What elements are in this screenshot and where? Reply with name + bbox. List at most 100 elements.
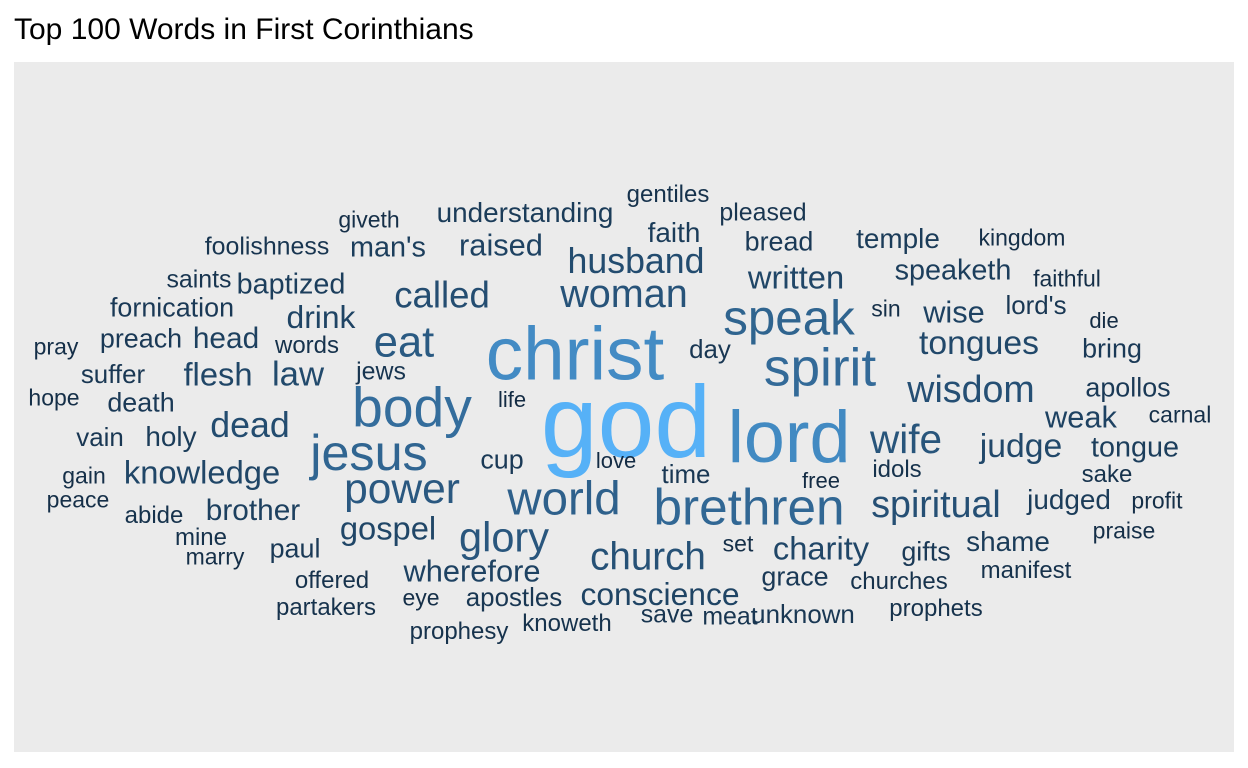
word-written: written bbox=[747, 258, 845, 296]
word-body: body bbox=[352, 376, 472, 439]
word-eat: eat bbox=[373, 318, 435, 367]
word-wisdom: wisdom bbox=[907, 368, 1035, 411]
word-knoweth: knoweth bbox=[522, 610, 612, 637]
word-kingdom: kingdom bbox=[978, 224, 1066, 251]
word-profit: profit bbox=[1131, 487, 1183, 514]
word-judge: judge bbox=[979, 427, 1063, 466]
word-apollos: apollos bbox=[1085, 372, 1171, 403]
word-partakers: partakers bbox=[275, 594, 377, 621]
word-churches: churches bbox=[850, 568, 948, 595]
word-mine: mine bbox=[174, 524, 228, 551]
word-hope: hope bbox=[28, 384, 80, 411]
word-meat: meat bbox=[702, 602, 758, 631]
word-gospel: gospel bbox=[339, 509, 437, 547]
word-die: die bbox=[1089, 308, 1119, 333]
word-paul: paul bbox=[269, 533, 321, 564]
word-head: head bbox=[192, 322, 260, 356]
word-prophesy: prophesy bbox=[409, 618, 509, 645]
word-brother: brother bbox=[205, 494, 301, 528]
word-brethren: brethren bbox=[653, 478, 845, 536]
word-church: church bbox=[590, 535, 706, 579]
word-save: save bbox=[640, 600, 694, 629]
word-love: love bbox=[595, 448, 637, 473]
word-vain: vain bbox=[76, 424, 124, 453]
chart-title: Top 100 Words in First Corinthians bbox=[14, 13, 474, 46]
word-offered: offered bbox=[294, 567, 370, 594]
word-law: law bbox=[271, 355, 325, 394]
word-faithful: faithful bbox=[1033, 265, 1101, 292]
word-foolishness: foolishness bbox=[204, 232, 330, 261]
word-unknown: unknown bbox=[751, 601, 855, 630]
word-gain: gain bbox=[62, 462, 106, 489]
word-time: time bbox=[661, 461, 711, 490]
word-judged: judged bbox=[1027, 484, 1111, 516]
word-wherefore: wherefore bbox=[403, 553, 541, 589]
word-woman: woman bbox=[560, 272, 688, 317]
word-baptized: baptized bbox=[236, 268, 346, 301]
word-preach: preach bbox=[99, 323, 183, 354]
word-faith: faith bbox=[647, 217, 701, 249]
word-tongues: tongues bbox=[919, 324, 1039, 363]
word-day: day bbox=[689, 336, 731, 365]
word-tongue: tongue bbox=[1090, 431, 1180, 464]
word-life: life bbox=[497, 387, 527, 412]
word-shame: shame bbox=[966, 526, 1050, 558]
word-husband: husband bbox=[567, 241, 705, 282]
word-speak: speak bbox=[723, 290, 855, 346]
word-gentiles: gentiles bbox=[626, 181, 710, 208]
word-free: free bbox=[802, 468, 840, 493]
word-mans: man's bbox=[350, 231, 426, 264]
word-drink: drink bbox=[286, 299, 356, 336]
word-sin: sin bbox=[871, 295, 901, 322]
word-marry: marry bbox=[185, 543, 245, 570]
word-called: called bbox=[394, 274, 490, 316]
word-eye: eye bbox=[402, 584, 440, 611]
word-conscience: conscience bbox=[580, 576, 740, 613]
word-god: god bbox=[540, 365, 712, 479]
word-gifts: gifts bbox=[901, 536, 951, 567]
word-lord: lord bbox=[727, 395, 851, 479]
word-sake: sake bbox=[1081, 461, 1133, 488]
word-suffer: suffer bbox=[80, 361, 146, 390]
word-temple: temple bbox=[856, 223, 940, 255]
word-jews: jews bbox=[356, 357, 406, 386]
word-flesh: flesh bbox=[183, 355, 253, 393]
word-words: words bbox=[274, 332, 340, 359]
word-abide: abide bbox=[124, 502, 184, 529]
word-set: set bbox=[722, 530, 754, 557]
word-spirit: spirit bbox=[763, 338, 877, 398]
word-fornication: fornication bbox=[109, 292, 235, 323]
word-power: power bbox=[344, 465, 460, 513]
word-pray: pray bbox=[33, 333, 79, 360]
word-pleased: pleased bbox=[719, 198, 807, 227]
word-peace: peace bbox=[46, 486, 110, 513]
word-speaketh: speaketh bbox=[894, 254, 1012, 287]
word-spiritual: spiritual bbox=[871, 483, 1001, 526]
word-understanding: understanding bbox=[436, 197, 614, 229]
word-knowledge: knowledge bbox=[123, 453, 281, 491]
word-glory: glory bbox=[459, 513, 549, 561]
word-world: world bbox=[507, 472, 621, 526]
word-death: death bbox=[107, 387, 175, 418]
word-praise: praise bbox=[1092, 517, 1156, 544]
word-apostles: apostles bbox=[465, 584, 563, 613]
word-giveth: giveth bbox=[338, 206, 400, 233]
word-saints: saints bbox=[166, 265, 232, 294]
word-holy: holy bbox=[145, 421, 197, 453]
word-bring: bring bbox=[1082, 333, 1142, 364]
wordcloud-panel: god christ lord body spirit brethren jesus spea… bbox=[14, 62, 1234, 752]
word-idols: idols bbox=[872, 456, 922, 483]
word-charity: charity bbox=[772, 529, 870, 567]
word-raised: raised bbox=[459, 227, 543, 263]
word-grace: grace bbox=[761, 561, 829, 592]
word-prophets: prophets bbox=[889, 595, 983, 622]
word-dead: dead bbox=[210, 405, 290, 446]
word-bread: bread bbox=[744, 226, 814, 257]
word-wife: wife bbox=[869, 415, 943, 462]
word-cup: cup bbox=[480, 444, 524, 475]
word-manifest: manifest bbox=[980, 557, 1072, 584]
word-weak: weak bbox=[1045, 399, 1117, 435]
word-christ: christ bbox=[485, 311, 665, 396]
word-lords: lord's bbox=[1005, 292, 1067, 321]
word-wise: wise bbox=[923, 294, 985, 330]
